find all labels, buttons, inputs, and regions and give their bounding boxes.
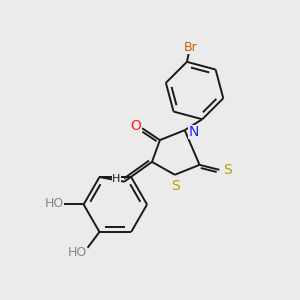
Text: Br: Br [184, 41, 198, 55]
Text: S: S [223, 163, 232, 177]
Text: HO: HO [68, 246, 87, 259]
Text: S: S [171, 179, 180, 193]
Text: HO: HO [44, 197, 64, 210]
Text: H: H [112, 174, 121, 184]
Text: N: N [188, 125, 199, 139]
Text: O: O [131, 119, 142, 133]
